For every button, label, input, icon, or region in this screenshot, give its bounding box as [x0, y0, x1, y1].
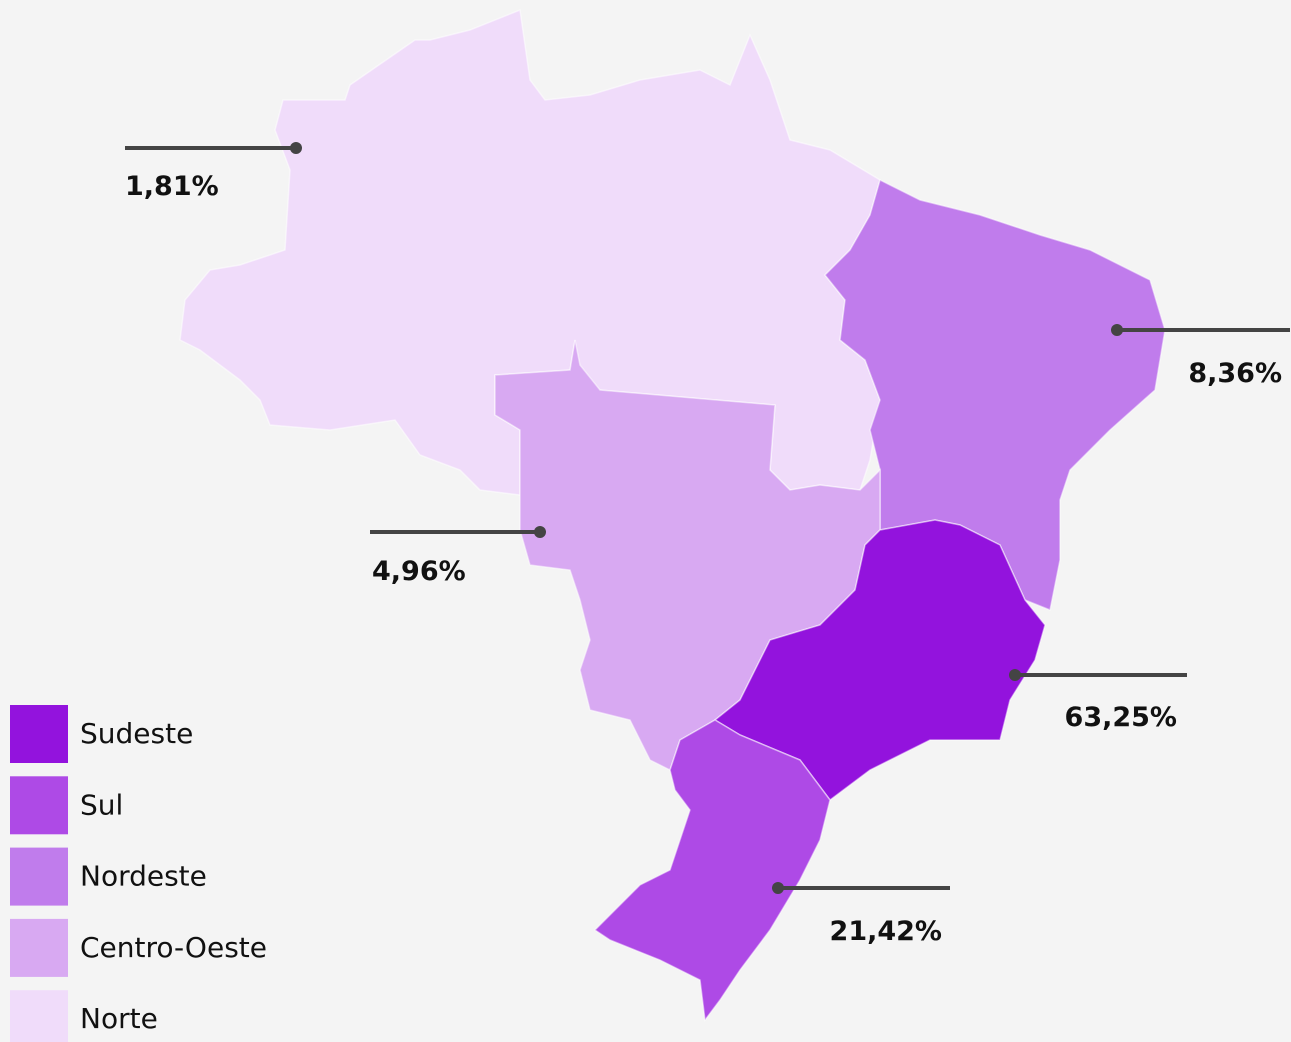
region-sudeste — [713, 519, 1046, 802]
region-percent: 21,42% — [830, 916, 942, 947]
leader-dot — [1009, 669, 1021, 681]
leader-dot — [290, 142, 302, 154]
legend-swatch — [10, 918, 68, 977]
leader-dot — [772, 882, 784, 894]
region-percent: 1,81% — [125, 171, 219, 202]
leaders — [125, 142, 1290, 894]
leader-dot — [1111, 324, 1123, 336]
legend-swatch — [10, 776, 68, 835]
legend-swatch — [10, 990, 68, 1042]
legend-label: Sul — [80, 788, 123, 821]
region-percent: 8,36% — [1188, 358, 1282, 389]
legend: Sudeste Sul Nordeste Centro-Oeste Norte — [10, 705, 267, 1042]
leader-dot — [534, 526, 546, 538]
legend-label: Centro-Oeste — [80, 931, 267, 964]
region-sul — [593, 719, 831, 1022]
legend-label: Sudeste — [80, 717, 193, 750]
legend-label: Norte — [80, 1002, 158, 1035]
region-percent: 63,25% — [1065, 702, 1177, 733]
legend-swatch — [10, 847, 68, 906]
legend-swatch — [10, 705, 68, 763]
legend-label: Nordeste — [80, 860, 207, 893]
region-percent: 4,96% — [372, 556, 466, 587]
